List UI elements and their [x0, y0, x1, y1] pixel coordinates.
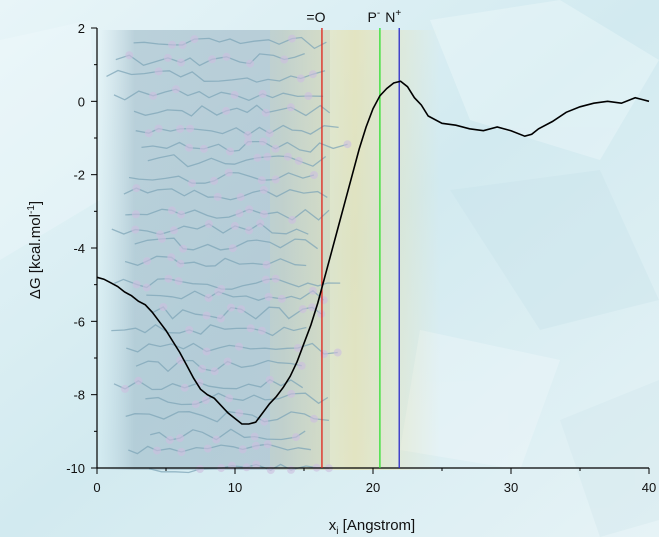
lipid-bilayer-illustration [100, 30, 440, 475]
y-tick-label: 2 [78, 21, 85, 36]
y-tick-label: 0 [78, 94, 85, 109]
x-tick-label: 10 [228, 480, 242, 495]
x-tick-label: 40 [642, 480, 656, 495]
free-energy-series-line [96, 80, 650, 425]
x-tick-label: 30 [504, 480, 518, 495]
y-tick-label: -4 [73, 241, 85, 256]
y-tick-label: -10 [66, 461, 85, 476]
marker-label: N+ [385, 8, 401, 25]
y-tick-label: -8 [73, 388, 85, 403]
y-tick-label: -6 [73, 314, 85, 329]
x-tick-label: 0 [93, 480, 100, 495]
x-axis-title: xi [Angstrom] [329, 517, 415, 537]
y-axis-title: ΔG [kcal.mol-1] [26, 201, 44, 299]
y-tick-label: -2 [73, 168, 85, 183]
marker-lines: =O P- N+ [306, 8, 401, 468]
x-tick-label: 20 [366, 480, 380, 495]
marker-label: =O [306, 9, 325, 25]
marker-label: P- [368, 8, 381, 25]
